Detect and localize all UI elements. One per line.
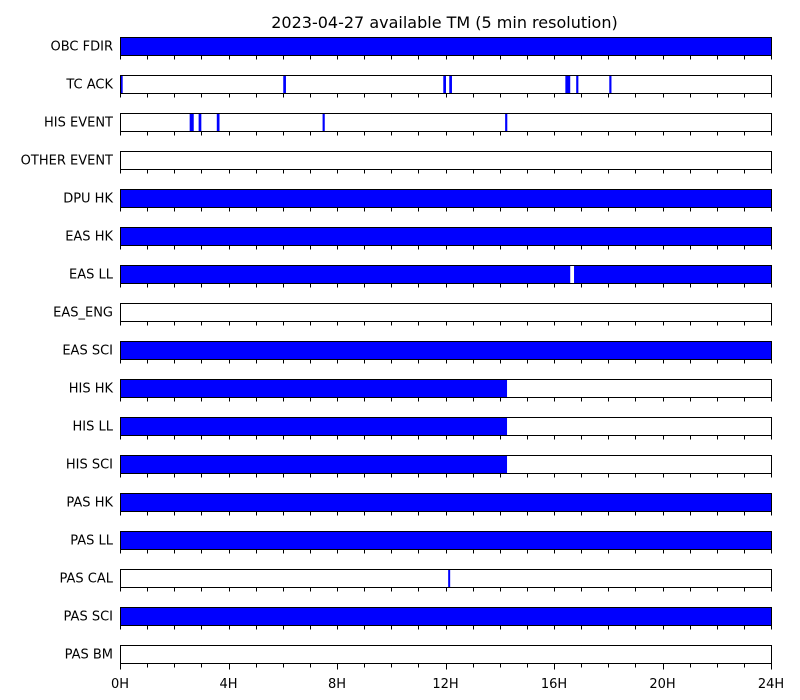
row-his-hk: HIS HK xyxy=(69,379,772,402)
row-label: PAS LL xyxy=(70,534,114,549)
availability-segment xyxy=(120,607,772,626)
row-other-event: OTHER EVENT xyxy=(21,151,772,174)
timeline-rows: OBC FDIR TC ACK HIS EVENT OTHER EVENT DPU HK… xyxy=(21,37,772,668)
row-label: OBC FDIR xyxy=(51,40,114,55)
availability-segment xyxy=(198,113,202,132)
availability-segment xyxy=(574,265,772,284)
row-his-ll: HIS LL xyxy=(73,417,772,440)
row-obc-fdir: OBC FDIR xyxy=(51,37,772,60)
row-frame xyxy=(120,569,772,588)
availability-segment xyxy=(120,455,508,474)
row-label: HIS SCI xyxy=(66,458,113,473)
availability-segment xyxy=(505,113,508,132)
row-pas-cal: PAS CAL xyxy=(60,569,772,592)
availability-segment xyxy=(609,75,612,94)
row-label: HIS HK xyxy=(69,382,114,397)
availability-segment xyxy=(322,113,325,132)
row-label: HIS EVENT xyxy=(44,116,113,131)
row-label: OTHER EVENT xyxy=(21,154,113,169)
availability-segment xyxy=(120,227,772,246)
row-label: HIS LL xyxy=(73,420,114,435)
row-label: DPU HK xyxy=(63,192,113,207)
availability-segment xyxy=(120,341,772,360)
row-label: EAS LL xyxy=(69,268,114,283)
row-label: PAS SCI xyxy=(64,610,113,625)
x-tick-label: 0H xyxy=(111,677,129,692)
availability-segment xyxy=(216,113,220,132)
row-his-event: HIS EVENT xyxy=(44,113,772,136)
availability-segment xyxy=(120,493,772,512)
availability-segment xyxy=(120,379,508,398)
row-eas-hk: EAS HK xyxy=(65,227,772,250)
row-pas-hk: PAS HK xyxy=(66,493,772,516)
availability-segment xyxy=(120,265,571,284)
row-label: EAS SCI xyxy=(62,344,113,359)
row-pas-bm: PAS BM xyxy=(65,645,772,668)
row-label: PAS HK xyxy=(66,496,113,511)
x-axis: 0H 4H 8H 12H 16H 20H 24H xyxy=(111,663,784,692)
row-frame xyxy=(120,151,772,170)
row-eas-eng: EAS_ENG xyxy=(53,303,772,326)
availability-segment xyxy=(283,75,286,94)
availability-segment xyxy=(576,75,579,94)
availability-segment xyxy=(565,75,571,94)
row-pas-ll: PAS LL xyxy=(70,531,772,554)
availability-segment xyxy=(443,75,446,94)
x-tick-label: 4H xyxy=(219,677,237,692)
row-label: PAS BM xyxy=(65,648,113,663)
x-tick-label: 20H xyxy=(649,677,675,692)
row-label: EAS_ENG xyxy=(53,306,113,321)
availability-segment xyxy=(120,189,772,208)
row-frame xyxy=(120,645,772,664)
row-label: TC ACK xyxy=(65,78,113,93)
availability-segment xyxy=(120,37,772,56)
x-tick-label: 12H xyxy=(432,677,458,692)
row-frame xyxy=(120,303,772,322)
row-label: EAS HK xyxy=(65,230,113,245)
availability-segment xyxy=(120,75,123,94)
availability-segment xyxy=(448,569,451,588)
chart-title: 2023-04-27 available TM (5 min resolutio… xyxy=(271,13,617,32)
x-tick-label: 24H xyxy=(758,677,784,692)
availability-segment xyxy=(449,75,452,94)
row-label: PAS CAL xyxy=(60,572,114,587)
x-tick-label: 8H xyxy=(328,677,346,692)
availability-segment xyxy=(189,113,194,132)
row-pas-sci: PAS SCI xyxy=(64,607,772,630)
row-tc-ack: TC ACK xyxy=(65,75,772,98)
row-eas-ll: EAS LL xyxy=(69,265,772,288)
x-tick-label: 16H xyxy=(541,677,567,692)
row-eas-sci: EAS SCI xyxy=(62,341,772,364)
availability-segment xyxy=(120,417,508,436)
row-his-sci: HIS SCI xyxy=(66,455,772,478)
availability-segment xyxy=(120,531,772,550)
row-dpu-hk: DPU HK xyxy=(63,189,772,212)
